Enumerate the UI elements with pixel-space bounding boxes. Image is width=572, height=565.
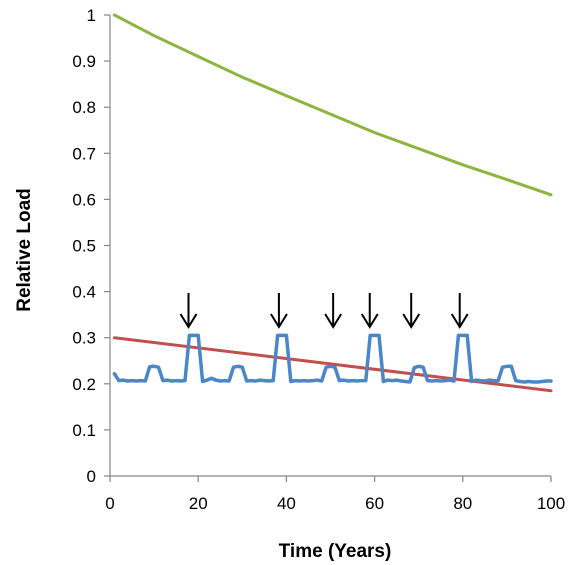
down-arrow-icon — [270, 293, 288, 329]
y-tick-label: 0.6 — [72, 190, 96, 209]
down-arrow-icon — [179, 293, 198, 329]
arrow-head — [402, 313, 421, 329]
blue-load-line — [112, 333, 553, 384]
axes — [104, 14, 552, 482]
plot-lines — [112, 13, 553, 393]
down-arrow-icon — [402, 293, 421, 329]
arrow-head — [450, 313, 469, 329]
y-tick-label: 0.2 — [72, 375, 96, 394]
x-tick-label: 80 — [453, 494, 472, 513]
down-arrow-icon — [360, 293, 379, 329]
tick-labels: 0 0.1 0.2 0.3 0.4 0.5 0.6 0.7 0.8 0.9 1 0 20 40 60 80 10… — [72, 6, 565, 513]
x-tick-label: 40 — [277, 494, 296, 513]
x-tick-label: 60 — [365, 494, 384, 513]
down-arrow-icon — [450, 293, 469, 329]
y-tick-label: 0.3 — [72, 329, 96, 348]
down-arrow-icon — [324, 293, 342, 329]
y-tick-label: 0.8 — [72, 98, 96, 117]
x-tick-label: 0 — [105, 494, 114, 513]
y-tick-label: 0 — [87, 467, 96, 486]
arrow-head — [270, 313, 288, 329]
green-decline-line — [112, 13, 553, 197]
arrow-head — [360, 313, 379, 329]
x-tick-label: 20 — [189, 494, 208, 513]
red-trend-line — [112, 336, 553, 393]
y-tick-label: 0.9 — [72, 52, 96, 71]
y-tick-label: 0.7 — [72, 144, 96, 163]
x-axis-title: Time (Years) — [279, 541, 392, 562]
arrow-head — [324, 313, 342, 329]
y-tick-label: 0.5 — [72, 237, 96, 256]
y-tick-label: 0.1 — [72, 421, 96, 440]
y-tick-label: 0.4 — [72, 283, 96, 302]
y-tick-label: 1 — [87, 6, 96, 25]
x-tick-label: 100 — [537, 494, 565, 513]
arrow-head — [179, 313, 198, 329]
event-arrows — [179, 293, 469, 329]
y-axis-title: Relative Load — [14, 188, 35, 312]
